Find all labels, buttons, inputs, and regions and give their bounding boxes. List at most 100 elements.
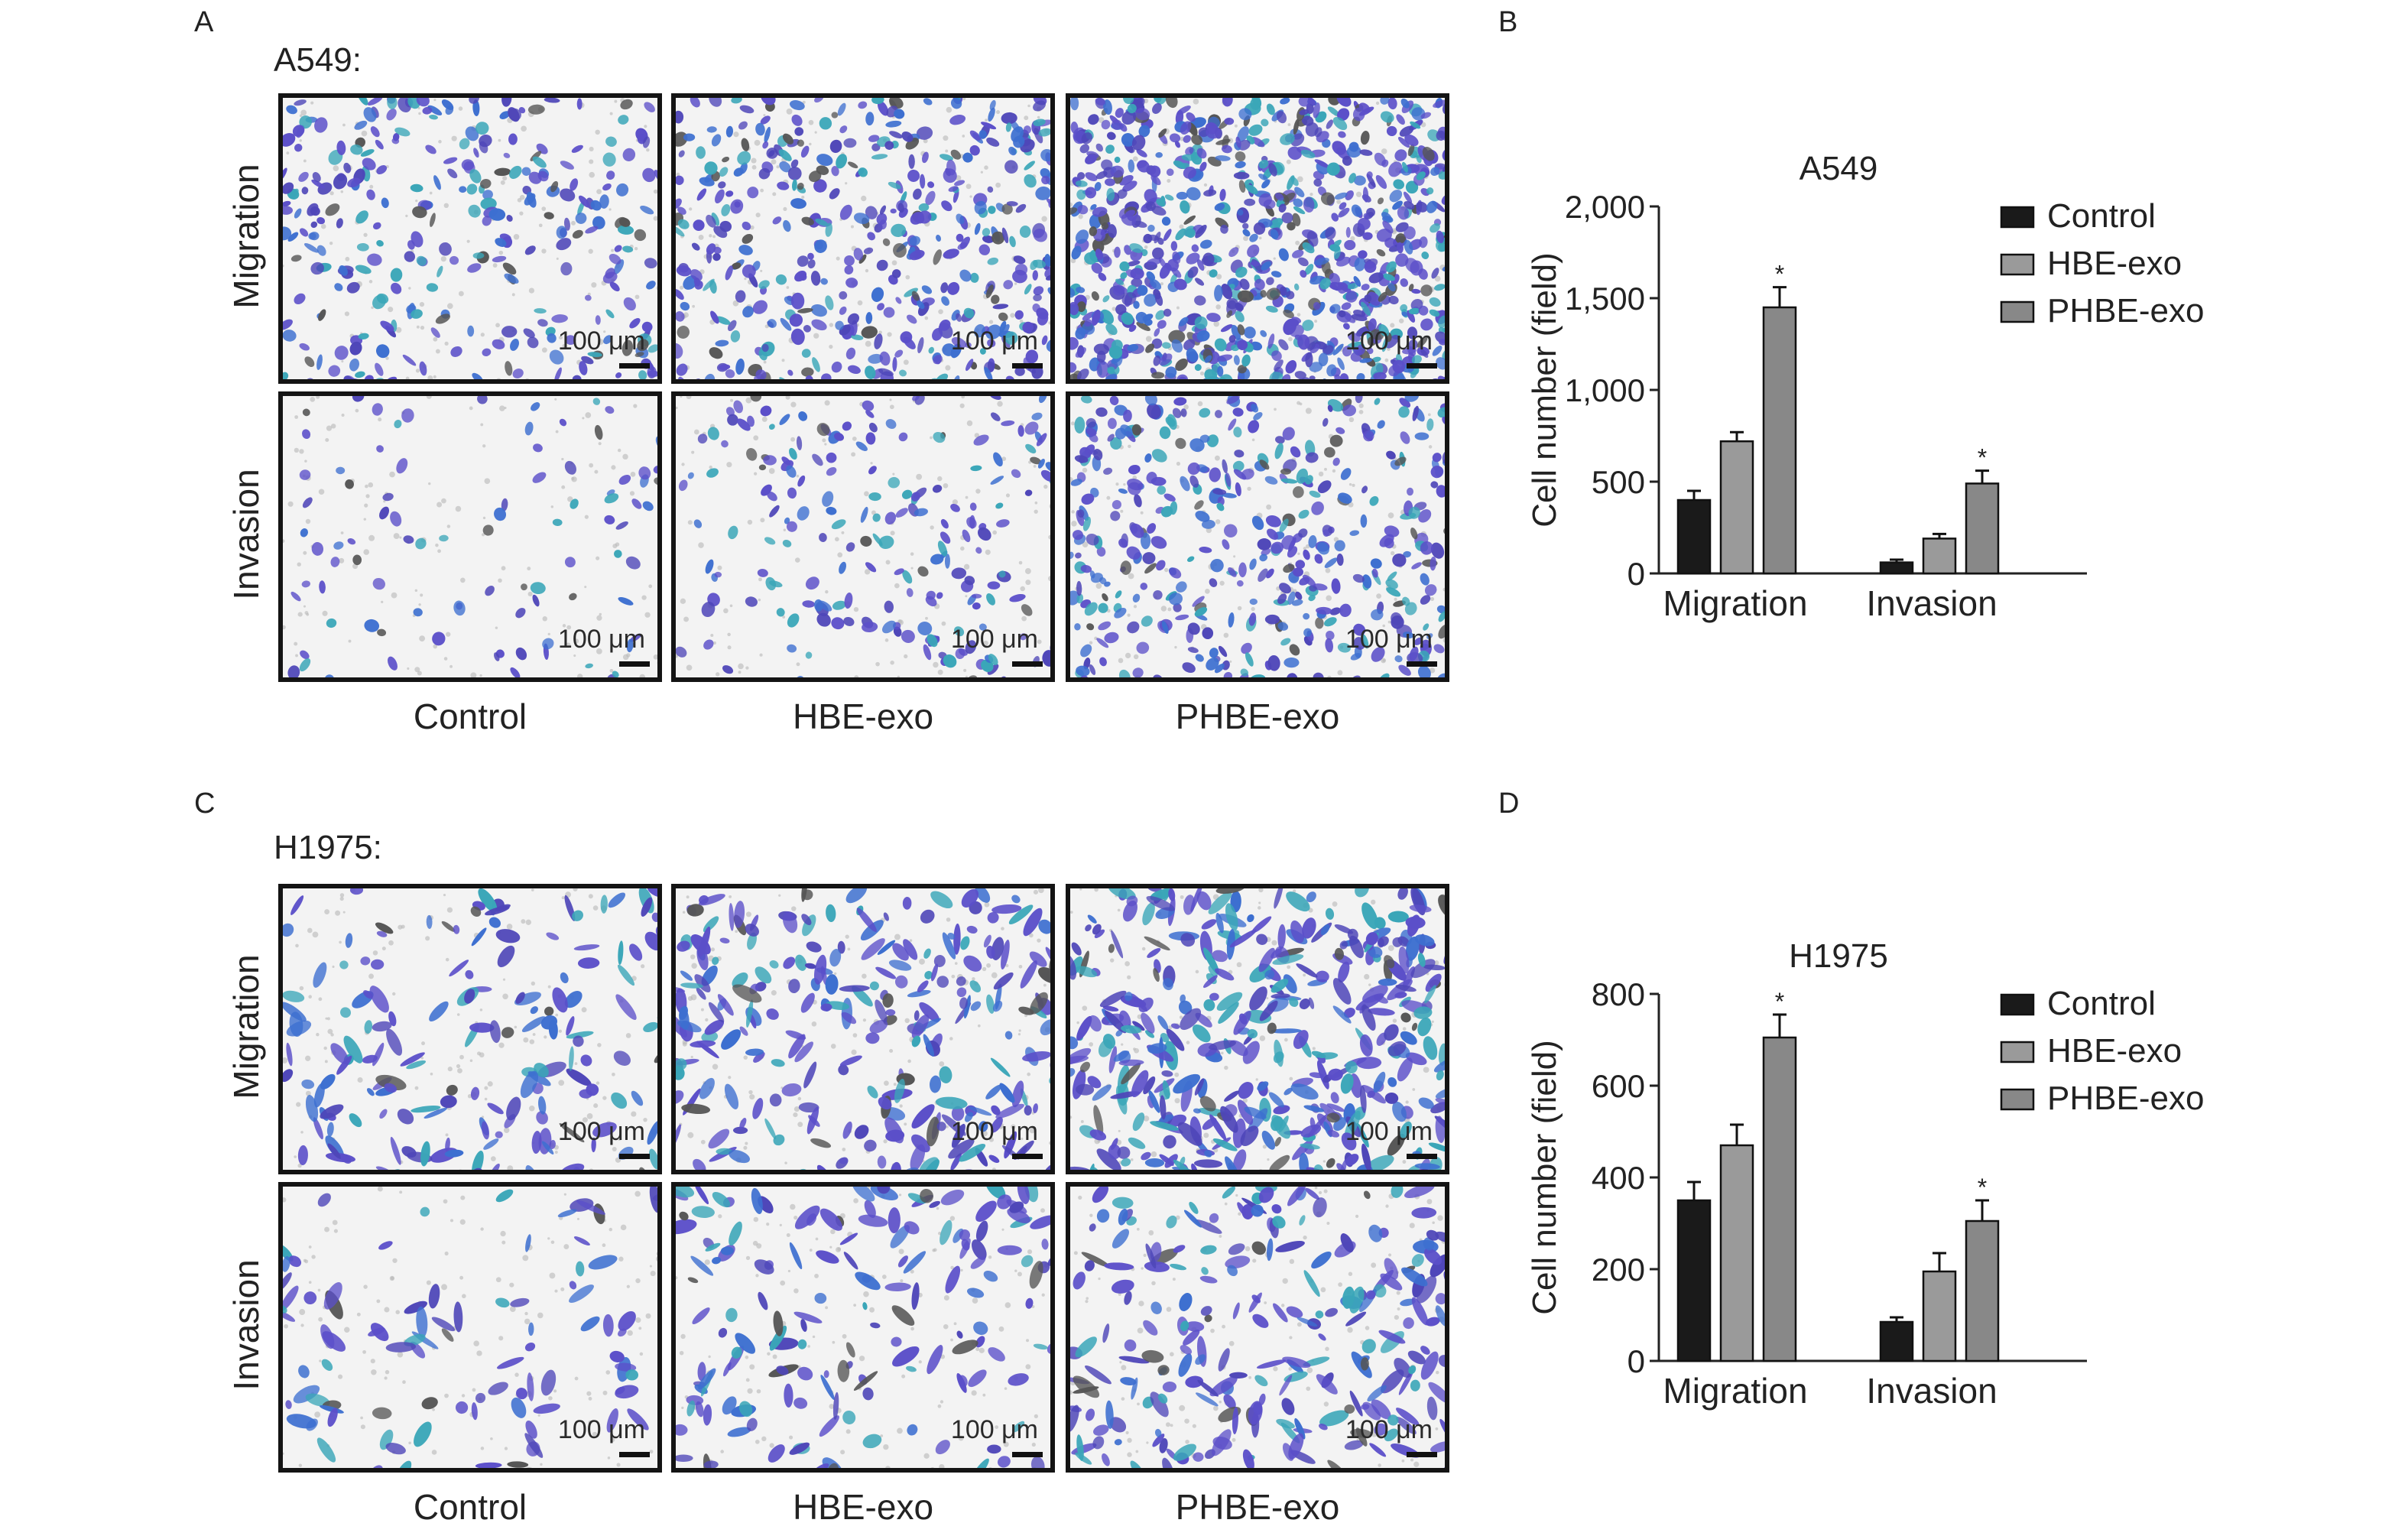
legend-label-control: Control bbox=[2047, 197, 2156, 235]
row-label-migration: Migration bbox=[226, 164, 266, 309]
scale-bar bbox=[1407, 1452, 1437, 1457]
bar-hbe-exo-invasion bbox=[1922, 537, 1957, 575]
bar-control-migration bbox=[1676, 498, 1712, 575]
bar-control-migration bbox=[1676, 1199, 1712, 1362]
legend-label-phbe-exo: PHBE-exo bbox=[2047, 1080, 2204, 1117]
micrograph-invasion-hbe-exo: 100 μm bbox=[671, 391, 1055, 682]
column-label-hbe-exo: HBE-exo bbox=[792, 697, 934, 736]
scale-bar-label: 100 μm bbox=[950, 625, 1038, 654]
scale-bar bbox=[619, 363, 650, 369]
bar-phbe-exo-invasion bbox=[1965, 1219, 2000, 1362]
legend-label-control: Control bbox=[2047, 985, 2156, 1022]
scale-bar bbox=[1407, 661, 1437, 667]
micrograph-invasion-phbe-exo: 100 μm bbox=[1066, 391, 1449, 682]
bar-control-invasion bbox=[1879, 1320, 1914, 1362]
scale-bar bbox=[1012, 1452, 1043, 1457]
micrograph-migration-control: 100 μm bbox=[278, 93, 662, 384]
scale-bar bbox=[619, 1154, 650, 1159]
column-label-phbe-exo: PHBE-exo bbox=[1175, 1487, 1340, 1527]
y-axis-label: Cell number (field) bbox=[1526, 1040, 1563, 1314]
micrograph-invasion-control: 100 μm bbox=[278, 391, 662, 682]
bar-chart-h1975: H1975 Cell number (field) 0 200 400 600 800 Mig… bbox=[1526, 937, 2204, 1411]
scale-bar-label: 100 μm bbox=[1345, 326, 1433, 356]
bar-phbe-exo-invasion bbox=[1965, 482, 2000, 575]
y-axis-label: Cell number (field) bbox=[1526, 252, 1563, 527]
x-tick-label: Invasion bbox=[1866, 1371, 1997, 1411]
scale-bar-label: 100 μm bbox=[557, 1415, 645, 1444]
micrograph-migration-phbe-exo: 100 μm bbox=[1066, 93, 1449, 384]
row-label-invasion: Invasion bbox=[226, 1259, 266, 1391]
row-label-invasion: Invasion bbox=[226, 469, 266, 600]
row-label-migration: Migration bbox=[226, 954, 266, 1099]
micrograph-migration-phbe-exo: 100 μm bbox=[1066, 884, 1449, 1174]
scale-bar-label: 100 μm bbox=[950, 326, 1038, 356]
y-tick-label: 200 bbox=[1592, 1252, 1645, 1288]
scale-bar-label: 100 μm bbox=[557, 326, 645, 356]
y-tick-label: 400 bbox=[1592, 1160, 1645, 1196]
cell-line-label-a549: A549: bbox=[274, 41, 362, 79]
legend-swatch-hbe-exo bbox=[2000, 253, 2035, 276]
scale-bar-label: 100 μm bbox=[1345, 1117, 1433, 1146]
x-tick-label: Migration bbox=[1663, 1371, 1807, 1411]
micrograph-invasion-hbe-exo: 100 μm bbox=[671, 1182, 1055, 1473]
column-label-phbe-exo: PHBE-exo bbox=[1175, 697, 1340, 736]
column-label-hbe-exo: HBE-exo bbox=[792, 1487, 934, 1527]
significance-mark: * bbox=[1775, 261, 1784, 288]
scale-bar-label: 100 μm bbox=[557, 625, 645, 654]
panel-letter-a: A bbox=[194, 6, 214, 38]
chart-title: H1975 bbox=[1789, 937, 1888, 975]
legend-swatch-hbe-exo bbox=[2000, 1041, 2035, 1064]
scale-bar bbox=[1012, 363, 1043, 369]
significance-mark: * bbox=[1775, 988, 1784, 1015]
y-tick-label: 0 bbox=[1628, 1343, 1645, 1379]
scale-bar-label: 100 μm bbox=[1345, 625, 1433, 654]
scale-bar bbox=[619, 661, 650, 667]
column-label-control: Control bbox=[413, 697, 527, 736]
micrograph-migration-hbe-exo: 100 μm bbox=[671, 93, 1055, 384]
bar-hbe-exo-migration bbox=[1719, 1144, 1754, 1362]
cell-line-label-h1975: H1975: bbox=[274, 829, 382, 866]
column-label-control: Control bbox=[413, 1487, 527, 1527]
legend-label-hbe-exo: HBE-exo bbox=[2047, 245, 2182, 282]
legend-swatch-phbe-exo bbox=[2000, 1088, 2035, 1111]
significance-mark: * bbox=[1978, 1174, 1987, 1201]
y-tick-label: 2,000 bbox=[1565, 189, 1645, 225]
scale-bar bbox=[1012, 661, 1043, 667]
y-tick-label: 1,500 bbox=[1565, 281, 1645, 317]
significance-mark: * bbox=[1978, 444, 1987, 472]
y-tick-label: 0 bbox=[1628, 556, 1645, 592]
scale-bar-label: 100 μm bbox=[950, 1117, 1038, 1146]
panel-letter-c: C bbox=[194, 787, 216, 820]
scale-bar-label: 100 μm bbox=[1345, 1415, 1433, 1444]
micrograph-migration-control: 100 μm bbox=[278, 884, 662, 1174]
panel-letter-b: B bbox=[1498, 6, 1518, 38]
y-tick-label: 1,000 bbox=[1565, 372, 1645, 408]
chart-title: A549 bbox=[1800, 150, 1878, 187]
x-tick-label: Invasion bbox=[1866, 583, 1997, 623]
bar-phbe-exo-migration bbox=[1762, 1036, 1797, 1362]
y-tick-label: 600 bbox=[1592, 1068, 1645, 1104]
scale-bar-label: 100 μm bbox=[557, 1117, 645, 1146]
scale-bar bbox=[1407, 363, 1437, 369]
bar-control-invasion bbox=[1879, 561, 1914, 575]
bar-phbe-exo-migration bbox=[1762, 306, 1797, 575]
scale-bar bbox=[1407, 1154, 1437, 1159]
micrograph-invasion-control: 100 μm bbox=[278, 1182, 662, 1473]
legend-label-phbe-exo: PHBE-exo bbox=[2047, 292, 2204, 330]
legend-swatch-control bbox=[2000, 993, 2035, 1016]
panel-letter-d: D bbox=[1498, 787, 1520, 820]
bar-hbe-exo-invasion bbox=[1922, 1270, 1957, 1362]
y-tick-label: 800 bbox=[1592, 976, 1645, 1012]
micrograph-invasion-phbe-exo: 100 μm bbox=[1066, 1182, 1449, 1473]
legend-label-hbe-exo: HBE-exo bbox=[2047, 1032, 2182, 1070]
scale-bar-label: 100 μm bbox=[950, 1415, 1038, 1444]
scale-bar bbox=[1012, 1154, 1043, 1159]
legend-swatch-control bbox=[2000, 206, 2035, 229]
x-tick-label: Migration bbox=[1663, 583, 1807, 623]
legend-swatch-phbe-exo bbox=[2000, 300, 2035, 323]
bar-hbe-exo-migration bbox=[1719, 440, 1754, 575]
micrograph-migration-hbe-exo: 100 μm bbox=[671, 884, 1055, 1174]
bar-chart-a549: A549 Cell number (field) 0 500 1,000 1,500 2,0… bbox=[1526, 150, 2204, 623]
y-tick-label: 500 bbox=[1592, 464, 1645, 500]
scale-bar bbox=[619, 1452, 650, 1457]
